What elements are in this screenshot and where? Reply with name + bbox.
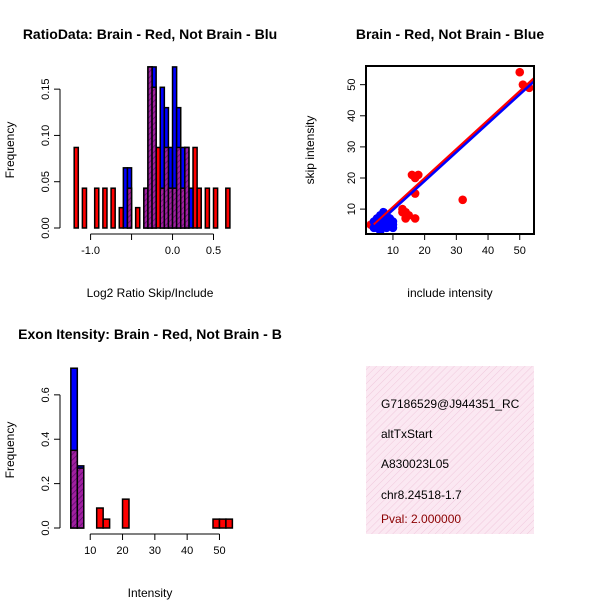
- scatter-frame: [365, 65, 535, 235]
- exon-histogram-bar-brain: [225, 518, 234, 529]
- ratio-histogram-panel: RatioData: Brain - Red, Not Brain - Blu …: [3, 26, 277, 300]
- scatter-y-tick-label: 50: [346, 79, 358, 91]
- scatter-point-brain: [458, 195, 467, 205]
- ratio-histogram-bar-brain: [81, 187, 88, 229]
- exon-histogram-x-tick-label: 30: [149, 545, 161, 557]
- ratio-histogram-xlabel: Log2 Ratio Skip/Include: [87, 286, 214, 300]
- scatter-axes: 10 20 30 40 50 10 20 30 40 50: [346, 65, 535, 257]
- scatter-x-tick-label: 50: [514, 245, 526, 257]
- ratio-histogram-axes: -1.0 0.0 0.5 0.00 0.05 0.10 0.15: [40, 78, 221, 257]
- exon-histogram-bar-brain: [212, 518, 221, 529]
- scatter-point-not-brain: [388, 220, 398, 229]
- ratio-histogram-bar-brain: [102, 187, 108, 229]
- scatter-fit-line-not-brain: [373, 79, 534, 229]
- ratio-histogram-bar-brain: [110, 187, 116, 229]
- exon-histogram-bar-brain: [102, 518, 111, 529]
- exon-histogram-axes: 10 20 30 40 50 0.0 0.2 0.4 0.6: [40, 387, 226, 557]
- ratio-histogram-y-tick-label: 0.15: [40, 78, 52, 99]
- exon-histogram-ylabel: Frequency: [3, 422, 17, 479]
- scatter-point-brain: [414, 170, 423, 180]
- exon-histogram-bars: [70, 367, 234, 529]
- ratio-histogram-y-tick-label: 0.10: [40, 125, 52, 146]
- exon-intensity-histogram-panel: Exon Itensity: Brain - Red, Not Brain - …: [3, 326, 282, 600]
- exon-histogram-bar-brain: [121, 498, 130, 529]
- ratio-histogram-bar-brain: [73, 146, 80, 229]
- ratio-histogram-x-tick-label: 0.0: [165, 245, 180, 257]
- info-panel: G7186529@J944351_RC altTxStart A830023L0…: [366, 366, 534, 534]
- ratio-histogram-bar-brain: [93, 187, 100, 229]
- exon-histogram-y-tick-label: 0.0: [40, 520, 52, 535]
- scatter-plot-area: [366, 67, 534, 234]
- ratio-histogram-bar-overlap: [126, 187, 133, 229]
- ratio-histogram-x-tick-label: 0.5: [206, 245, 221, 257]
- ratio-histogram-bar-brain: [196, 187, 202, 229]
- exon-histogram-title: Exon Itensity: Brain - Red, Not Brain - …: [18, 326, 282, 342]
- ratio-histogram-y-tick-label: 0.05: [40, 171, 52, 192]
- scatter-x-tick-label: 40: [482, 245, 494, 257]
- exon-histogram-x-tick-label: 10: [84, 545, 96, 557]
- scatter-point-not-brain: [375, 226, 385, 234]
- ratio-histogram-bar-brain: [212, 187, 219, 229]
- ratio-histogram-y-tick-label: 0.00: [40, 217, 52, 238]
- exon-histogram-x-tick-label: 40: [181, 545, 193, 557]
- info-pval: Pval: 2.000000: [381, 512, 461, 526]
- exon-histogram-x-tick-label: 50: [213, 545, 225, 557]
- exon-histogram-bar-brain: [218, 518, 227, 529]
- exon-histogram-y-tick-label: 0.4: [40, 432, 52, 447]
- scatter-x-tick-label: 20: [419, 245, 431, 257]
- exon-histogram-y-tick-label: 0.2: [40, 476, 52, 491]
- ratio-histogram-ylabel: Frequency: [3, 122, 17, 179]
- scatter-xlabel: include intensity: [407, 286, 492, 300]
- scatter-ylabel: skip intensity: [303, 116, 317, 185]
- scatter-title: Brain - Red, Not Brain - Blue: [356, 26, 544, 42]
- ratio-histogram-bar-overlap: [184, 146, 190, 229]
- ratio-histogram-bar-brain: [134, 206, 141, 229]
- scatter-y-tick-label: 20: [346, 172, 358, 184]
- ratio-histogram-bar-brain: [204, 187, 211, 229]
- exon-histogram-bar-overlap: [76, 467, 85, 529]
- exon-histogram-bar-brain: [95, 507, 104, 529]
- scatter-y-tick-label: 40: [346, 110, 358, 122]
- scatter-x-tick-label: 30: [450, 245, 462, 257]
- ratio-histogram-bar-brain: [225, 187, 231, 229]
- info-probe-id: G7186529@J944351_RC: [381, 397, 520, 411]
- ratio-histogram-bars: [73, 66, 231, 229]
- exon-histogram-x-tick-label: 20: [116, 545, 128, 557]
- info-locus: chr8.24518-1.7: [381, 488, 462, 502]
- scatter-y-tick-label: 30: [346, 141, 358, 153]
- info-gene-name: A830023L05: [381, 457, 449, 471]
- ratio-histogram-bar-overlap: [151, 86, 157, 229]
- scatter-y-tick-label: 10: [346, 203, 358, 215]
- intensity-scatter-panel: Brain - Red, Not Brain - Blue include in…: [303, 26, 544, 300]
- info-event-type: altTxStart: [381, 427, 433, 441]
- scatter-point-brain: [515, 67, 525, 77]
- scatter-point-brain: [410, 214, 420, 223]
- exon-histogram-y-tick-label: 0.6: [40, 387, 52, 402]
- exon-histogram-bar-overlap: [70, 449, 79, 529]
- info-panel-background: [366, 366, 534, 534]
- exon-histogram-xlabel: Intensity: [128, 586, 173, 600]
- scatter-marks: [366, 67, 534, 234]
- scatter-x-tick-label: 10: [387, 245, 399, 257]
- scatter-fit-line-brain: [373, 76, 534, 226]
- ratio-histogram-x-tick-label: -1.0: [81, 245, 100, 257]
- ratio-histogram-title: RatioData: Brain - Red, Not Brain - Blu: [23, 26, 277, 42]
